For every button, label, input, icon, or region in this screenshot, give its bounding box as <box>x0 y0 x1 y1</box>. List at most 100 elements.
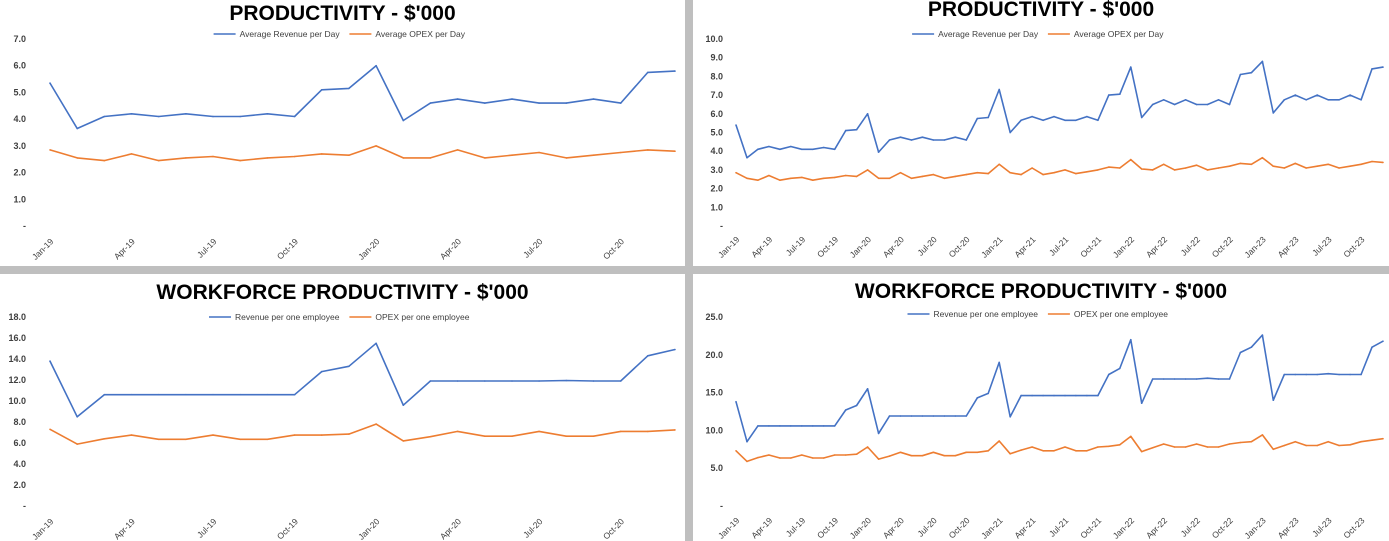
data-point <box>348 433 350 435</box>
data-point <box>1075 450 1077 452</box>
x-tick-label: Apr-23 <box>1276 515 1301 540</box>
data-point <box>266 157 269 159</box>
data-point <box>768 174 770 177</box>
data-point <box>266 113 269 115</box>
data-point <box>921 454 924 457</box>
data-point <box>1097 394 1099 397</box>
x-tick-label: Apr-20 <box>881 234 906 259</box>
data-point <box>932 415 935 417</box>
data-point <box>674 70 676 72</box>
x-tick-label: Jan-23 <box>1242 234 1268 260</box>
y-tick-label: 4.0 <box>13 114 26 124</box>
data-point <box>103 115 106 118</box>
chart-title: PRODUCTIVITY - $'000 <box>928 0 1154 21</box>
data-point <box>1097 119 1099 122</box>
data-point <box>1009 171 1011 174</box>
data-point <box>293 393 296 396</box>
data-point <box>320 89 323 91</box>
data-point <box>1217 378 1220 380</box>
data-point <box>130 153 133 155</box>
chart-panel-productivity-5yr: PRODUCTIVITY - $'000 Average Revenue per … <box>693 0 1389 266</box>
data-point <box>320 434 323 436</box>
x-tick-label: Jan-19 <box>30 236 56 262</box>
x-tick-label: Jul-23 <box>1310 515 1334 539</box>
data-point <box>1064 169 1066 171</box>
data-point <box>647 430 649 433</box>
data-point <box>402 157 405 159</box>
productivity-5yr-chart: PRODUCTIVITY - $'000 Average Revenue per … <box>705 0 1384 260</box>
data-point <box>987 392 989 395</box>
data-point <box>1097 446 1099 448</box>
data-point <box>1086 115 1088 118</box>
data-point <box>1031 446 1033 448</box>
data-point <box>855 175 858 178</box>
data-point <box>812 148 814 151</box>
data-point <box>1064 394 1066 397</box>
data-point <box>348 154 350 156</box>
data-point <box>1206 377 1209 379</box>
x-tick-label: Jul-19 <box>195 516 219 540</box>
data-point <box>888 139 891 141</box>
data-point <box>456 380 459 382</box>
data-point <box>1360 440 1362 443</box>
data-point <box>866 446 869 448</box>
data-point <box>1108 94 1110 96</box>
data-point <box>1371 160 1373 163</box>
data-point <box>1217 446 1220 448</box>
data-point <box>1184 446 1187 448</box>
data-point <box>998 440 1000 442</box>
data-point <box>157 159 160 162</box>
data-point <box>565 157 568 159</box>
data-point <box>1206 169 1209 171</box>
data-point <box>185 113 187 115</box>
data-point <box>130 113 133 115</box>
data-point <box>538 380 540 382</box>
data-point <box>921 136 924 138</box>
y-tick-label: - <box>23 221 26 231</box>
data-point <box>538 102 540 104</box>
data-point <box>1261 334 1264 336</box>
data-point <box>619 380 622 382</box>
data-point <box>647 355 649 357</box>
data-point <box>965 173 968 176</box>
data-point <box>1130 158 1132 161</box>
legend: Average Revenue per Day Average OPEX per … <box>912 29 1164 39</box>
data-point <box>1053 171 1055 174</box>
data-point <box>1250 163 1253 166</box>
x-tick-label: Oct-21 <box>1078 515 1103 540</box>
data-point <box>592 98 595 100</box>
data-point <box>375 423 377 425</box>
data-point <box>1382 437 1384 440</box>
data-point <box>1239 441 1242 444</box>
data-point <box>954 136 957 138</box>
data-point <box>910 454 913 457</box>
data-point <box>647 149 649 151</box>
data-point <box>1360 99 1362 101</box>
data-point <box>674 150 676 152</box>
x-tick-label: Jan-23 <box>1242 515 1268 541</box>
data-point <box>790 177 792 180</box>
data-point <box>1261 156 1264 159</box>
data-point <box>822 177 825 180</box>
x-tick-label: Apr-19 <box>749 234 774 259</box>
data-point <box>899 171 902 174</box>
data-point <box>1086 394 1088 397</box>
data-point <box>844 409 847 411</box>
data-point <box>801 148 803 151</box>
data-point <box>565 102 568 104</box>
productivity-2yr-chart: PRODUCTIVITY - $'000 Average Revenue per … <box>13 2 676 262</box>
data-point <box>1064 119 1066 122</box>
data-point <box>157 438 160 441</box>
data-point <box>877 177 880 180</box>
data-point <box>1195 164 1198 166</box>
y-tick-label: 14.0 <box>8 354 26 364</box>
data-point <box>1316 444 1318 447</box>
data-point <box>1228 378 1231 380</box>
y-tick-label: 12.0 <box>8 375 26 385</box>
x-tick-label: Jan-20 <box>848 515 874 541</box>
y-tick-label: 2.0 <box>13 480 26 490</box>
data-point <box>1239 162 1242 165</box>
data-point <box>1173 103 1176 106</box>
x-tick-label: Jul-22 <box>1179 234 1203 258</box>
y-tick-label: 4.0 <box>710 146 723 156</box>
